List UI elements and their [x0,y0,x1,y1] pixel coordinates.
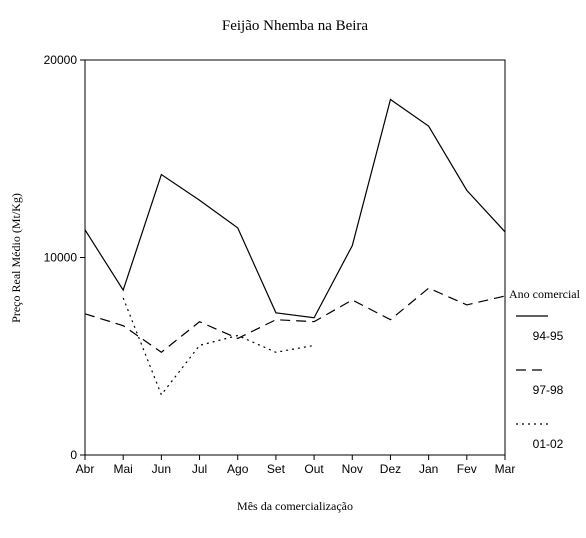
x-tick-label: Nov [342,462,363,476]
data-line [122,297,315,396]
x-tick-label: Jun [152,462,171,476]
legend-title: Ano comercial [509,287,581,301]
x-tick-label: Abr [76,462,95,476]
plot-frame [84,59,506,456]
x-tick-label: Out [304,462,324,476]
x-tick-label: Mai [114,462,133,476]
legend-label: 01-02 [533,437,564,451]
chart-title: Feijão Nhemba na Beira [222,18,369,34]
x-axis-label: Mês da comercialização [237,499,353,513]
y-tick-label: 0 [70,448,77,462]
legend-label: 94-95 [533,329,564,343]
x-tick-label: Ago [227,462,249,476]
y-tick-label: 20000 [44,53,78,67]
data-line [84,287,506,354]
y-tick-label: 10000 [44,251,78,265]
x-tick-label: Fev [457,462,477,476]
x-tick-label: Dez [380,462,401,476]
x-tick-label: Mar [495,462,516,476]
legend-label: 97-98 [533,383,564,397]
y-axis-label: Preço Real Médio (Mt/Kg) [9,193,23,323]
x-tick-label: Jul [192,462,207,476]
x-tick-label: Jan [419,462,438,476]
data-line [84,98,506,319]
x-tick-label: Set [267,462,286,476]
